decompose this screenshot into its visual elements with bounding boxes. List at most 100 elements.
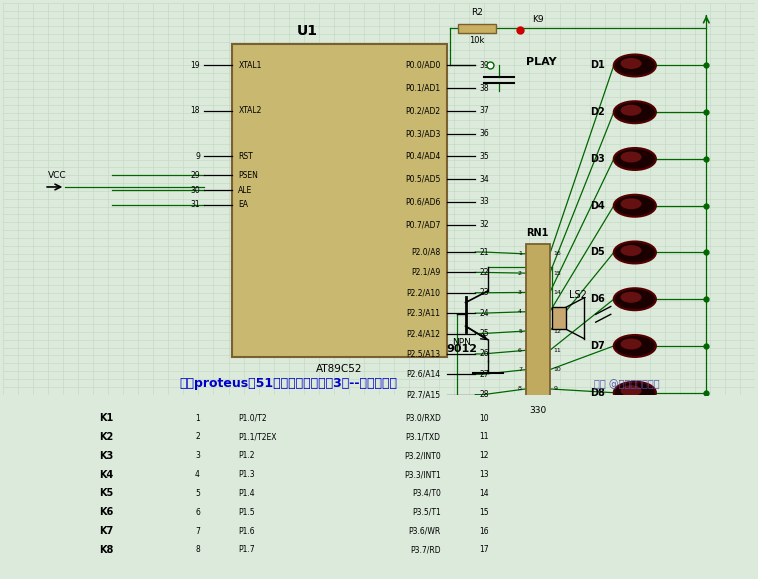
Text: P2.7/A15: P2.7/A15 xyxy=(406,390,440,399)
Text: P3.6/WR: P3.6/WR xyxy=(409,526,440,536)
Text: 25: 25 xyxy=(479,329,489,338)
Text: K2: K2 xyxy=(99,432,114,442)
Text: P2.4/A12: P2.4/A12 xyxy=(407,329,440,338)
Text: P3.5/T1: P3.5/T1 xyxy=(412,508,440,516)
Text: D2: D2 xyxy=(590,107,605,117)
Circle shape xyxy=(621,245,641,256)
Circle shape xyxy=(621,339,641,350)
Text: 14: 14 xyxy=(479,489,489,498)
Text: RST: RST xyxy=(238,152,253,161)
Text: 30: 30 xyxy=(190,186,200,195)
Text: 7: 7 xyxy=(195,526,200,536)
Text: P1.6: P1.6 xyxy=(238,526,255,536)
Text: K3: K3 xyxy=(99,451,114,461)
Text: P1.7: P1.7 xyxy=(238,545,255,554)
Text: P2.6/A14: P2.6/A14 xyxy=(406,370,440,379)
Text: 18: 18 xyxy=(190,107,200,115)
Text: K7: K7 xyxy=(99,526,114,536)
Text: 4: 4 xyxy=(518,309,522,314)
Text: P3.7/RD: P3.7/RD xyxy=(410,545,440,554)
Circle shape xyxy=(614,335,656,357)
Text: D7: D7 xyxy=(590,341,605,351)
Text: K1: K1 xyxy=(99,413,114,423)
Text: 28: 28 xyxy=(479,390,489,399)
Text: 3: 3 xyxy=(518,290,522,295)
Text: 头条 @老马识途单片机: 头条 @老马识途单片机 xyxy=(594,379,660,389)
Text: 13: 13 xyxy=(479,470,489,479)
Text: 32: 32 xyxy=(479,220,489,229)
Text: 基于proteus的51单片机开发实例（3）--简易电子琴: 基于proteus的51单片机开发实例（3）--简易电子琴 xyxy=(180,377,398,390)
Text: K5: K5 xyxy=(99,489,114,499)
Text: 19: 19 xyxy=(190,61,200,70)
Circle shape xyxy=(614,382,656,404)
Text: 3: 3 xyxy=(195,451,200,460)
Text: 38: 38 xyxy=(479,84,489,93)
Text: 35: 35 xyxy=(479,152,489,161)
Text: 6: 6 xyxy=(195,508,200,516)
Text: 16: 16 xyxy=(479,526,489,536)
Text: P0.0/AD0: P0.0/AD0 xyxy=(406,61,440,70)
Text: 10k: 10k xyxy=(469,36,484,45)
Text: 15: 15 xyxy=(553,270,562,276)
Text: P3.0/RXD: P3.0/RXD xyxy=(405,413,440,423)
Text: PSEN: PSEN xyxy=(238,171,258,179)
Text: P1.0/T2: P1.0/T2 xyxy=(238,413,267,423)
Text: EA: EA xyxy=(238,200,249,210)
Text: D8: D8 xyxy=(590,388,605,398)
Text: 12: 12 xyxy=(479,451,489,460)
Text: 39: 39 xyxy=(479,61,489,70)
Circle shape xyxy=(614,241,656,263)
Bar xyxy=(120,414,149,423)
Text: 11: 11 xyxy=(479,433,489,442)
Text: P1.4: P1.4 xyxy=(238,489,255,498)
Text: 13: 13 xyxy=(553,309,562,314)
Text: P0.3/AD3: P0.3/AD3 xyxy=(406,129,440,138)
Text: 29: 29 xyxy=(190,171,200,179)
Text: XTAL2: XTAL2 xyxy=(238,107,262,115)
Text: P0.4/AD4: P0.4/AD4 xyxy=(406,152,440,161)
Text: P2.3/A11: P2.3/A11 xyxy=(407,309,440,318)
Text: K9: K9 xyxy=(532,15,543,24)
Text: 10: 10 xyxy=(553,367,562,372)
Bar xyxy=(232,44,446,357)
Circle shape xyxy=(614,101,656,123)
Circle shape xyxy=(614,148,656,170)
Text: 15: 15 xyxy=(479,508,489,516)
Text: 7: 7 xyxy=(518,367,522,372)
Text: P2.2/A10: P2.2/A10 xyxy=(407,288,440,297)
Text: 24: 24 xyxy=(479,309,489,318)
Text: P1.5: P1.5 xyxy=(238,508,255,516)
Text: P0.2/AD2: P0.2/AD2 xyxy=(406,107,440,115)
Text: 330: 330 xyxy=(529,406,547,415)
Text: AT89C52: AT89C52 xyxy=(316,365,363,375)
Text: D6: D6 xyxy=(590,294,605,304)
Bar xyxy=(458,24,496,32)
Text: 10: 10 xyxy=(479,413,489,423)
Text: P0.5/AD5: P0.5/AD5 xyxy=(406,175,440,184)
Text: P3.1/TXD: P3.1/TXD xyxy=(406,433,440,442)
Text: 5: 5 xyxy=(518,328,522,334)
Text: 34: 34 xyxy=(479,175,489,184)
Text: 8: 8 xyxy=(195,545,200,554)
Text: P2.0/A8: P2.0/A8 xyxy=(412,248,440,256)
Text: P2.1/A9: P2.1/A9 xyxy=(412,268,440,277)
Text: 37: 37 xyxy=(479,107,489,115)
Circle shape xyxy=(621,385,641,396)
Bar xyxy=(120,433,149,441)
Text: K4: K4 xyxy=(99,470,114,479)
Text: 8: 8 xyxy=(518,386,522,391)
Text: 9: 9 xyxy=(553,386,558,391)
Bar xyxy=(120,527,149,536)
Text: 2: 2 xyxy=(195,433,200,442)
Bar xyxy=(120,470,149,479)
Text: P0.1/AD1: P0.1/AD1 xyxy=(406,84,440,93)
Text: D4: D4 xyxy=(590,201,605,211)
Text: P2.5/A13: P2.5/A13 xyxy=(406,349,440,358)
Text: R2: R2 xyxy=(471,8,483,17)
Text: P1.1/T2EX: P1.1/T2EX xyxy=(238,433,277,442)
Bar xyxy=(120,489,149,498)
Text: P3.2/INT0: P3.2/INT0 xyxy=(404,451,440,460)
Text: P1.3: P1.3 xyxy=(238,470,255,479)
Text: 17: 17 xyxy=(479,545,489,554)
Circle shape xyxy=(614,54,656,76)
